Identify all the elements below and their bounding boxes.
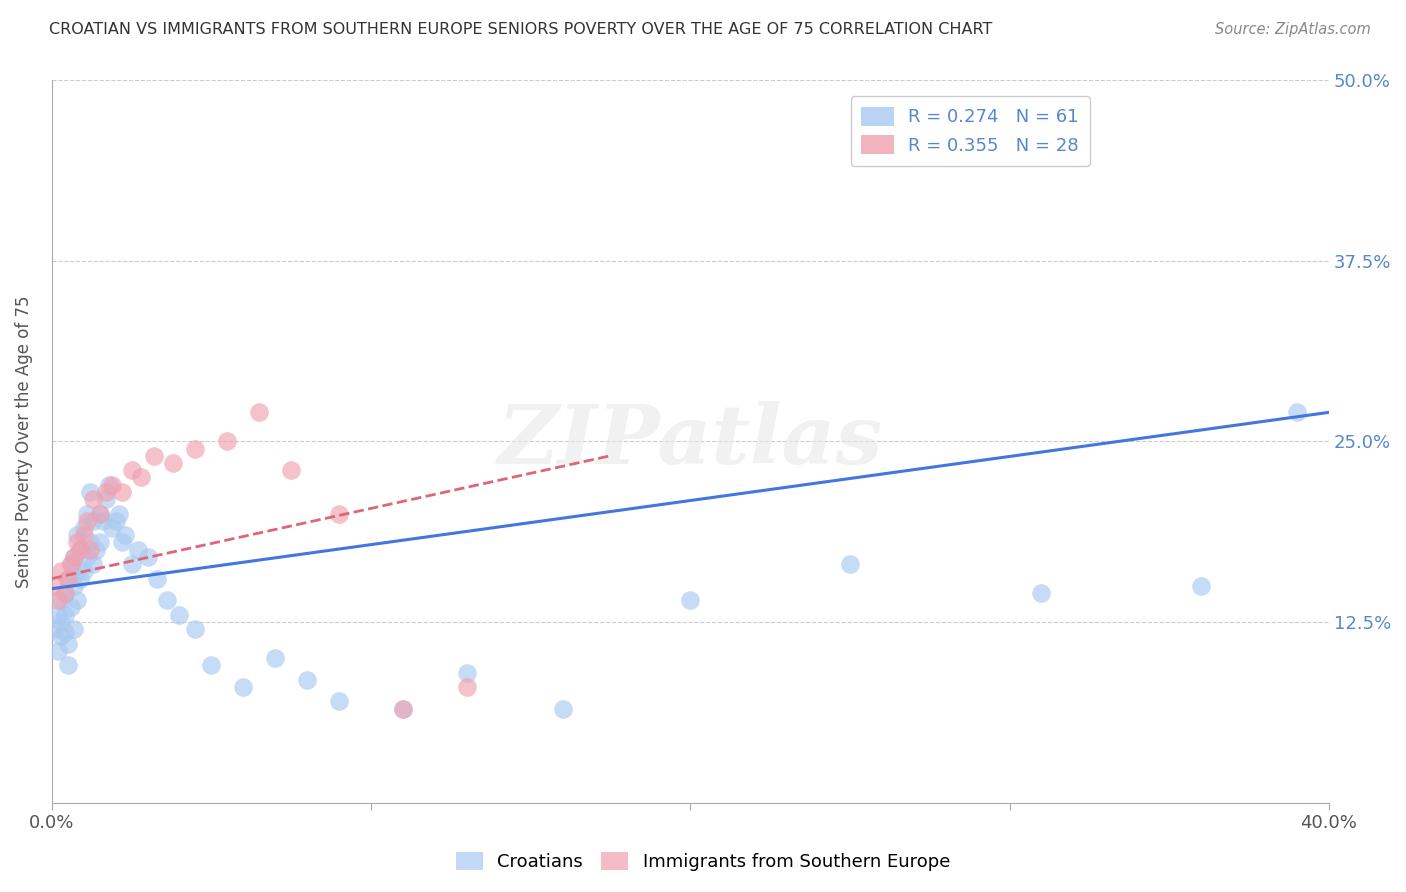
Point [82, 492, 104, 507]
Point [44, 579, 66, 593]
Point [107, 507, 129, 521]
Point [264, 651, 287, 665]
Point [679, 593, 702, 607]
Point [44, 622, 66, 636]
Point [51, 629, 73, 643]
Point [63, 622, 86, 636]
Point [51, 593, 73, 607]
Point [46, 593, 69, 607]
Point [59, 557, 82, 571]
Point [73, 565, 96, 579]
Point [328, 694, 350, 708]
Point [232, 680, 254, 694]
Point [89, 507, 111, 521]
Point [56, 572, 79, 586]
Point [56, 637, 79, 651]
Point [456, 665, 478, 680]
Point [63, 549, 86, 564]
Legend: R = 0.274   N = 61, R = 0.355   N = 28: R = 0.274 N = 61, R = 0.355 N = 28 [851, 96, 1090, 166]
Point [111, 535, 134, 549]
Point [86, 542, 108, 557]
Point [63, 549, 86, 564]
Point [280, 463, 302, 477]
Text: CROATIAN VS IMMIGRANTS FROM SOUTHERN EUROPE SENIORS POVERTY OVER THE AGE OF 75 C: CROATIAN VS IMMIGRANTS FROM SOUTHERN EUR… [49, 22, 993, 37]
Point [76, 549, 98, 564]
Point [247, 405, 270, 419]
Point [101, 521, 124, 535]
Point [184, 442, 207, 456]
Point [217, 434, 239, 449]
Point [94, 492, 117, 507]
Point [91, 514, 114, 528]
Point [838, 557, 860, 571]
Point [51, 565, 73, 579]
Point [146, 572, 169, 586]
Point [136, 549, 159, 564]
Point [53, 607, 76, 622]
Point [69, 572, 91, 586]
Point [82, 514, 104, 528]
Point [156, 593, 179, 607]
Point [104, 514, 127, 528]
Point [101, 477, 124, 491]
Point [89, 507, 111, 521]
Point [111, 484, 134, 499]
Point [456, 680, 478, 694]
Point [73, 528, 96, 542]
Point [392, 701, 415, 715]
Point [328, 507, 350, 521]
Point [121, 557, 143, 571]
Point [56, 572, 79, 586]
Point [79, 535, 101, 549]
Point [76, 514, 98, 528]
Point [162, 456, 184, 470]
Point [59, 600, 82, 615]
Point [51, 615, 73, 629]
Y-axis label: Seniors Poverty Over the Age of 75: Seniors Poverty Over the Age of 75 [15, 295, 32, 588]
Point [66, 535, 89, 549]
Point [66, 528, 89, 542]
Point [53, 586, 76, 600]
Point [46, 644, 69, 658]
Point [169, 607, 191, 622]
Point [114, 528, 136, 542]
Point [121, 463, 143, 477]
Point [1031, 586, 1053, 600]
Point [53, 625, 76, 640]
Point [82, 557, 104, 571]
Point [551, 701, 574, 715]
Legend: Croatians, Immigrants from Southern Europe: Croatians, Immigrants from Southern Euro… [449, 845, 957, 879]
Point [69, 542, 91, 557]
Point [66, 593, 89, 607]
Point [66, 565, 89, 579]
Point [295, 673, 318, 687]
Point [53, 586, 76, 600]
Point [184, 622, 207, 636]
Point [46, 607, 69, 622]
Point [1189, 579, 1212, 593]
Text: ZIPatlas: ZIPatlas [498, 401, 883, 482]
Point [59, 557, 82, 571]
Point [94, 484, 117, 499]
Point [142, 449, 165, 463]
Point [98, 477, 121, 491]
Point [79, 484, 101, 499]
Point [56, 658, 79, 673]
Point [392, 701, 415, 715]
Point [89, 535, 111, 549]
Point [129, 470, 152, 484]
Point [69, 542, 91, 557]
Point [63, 579, 86, 593]
Text: Source: ZipAtlas.com: Source: ZipAtlas.com [1215, 22, 1371, 37]
Point [79, 542, 101, 557]
Point [127, 542, 149, 557]
Point [1285, 405, 1308, 419]
Point [76, 507, 98, 521]
Point [73, 521, 96, 535]
Point [200, 658, 222, 673]
